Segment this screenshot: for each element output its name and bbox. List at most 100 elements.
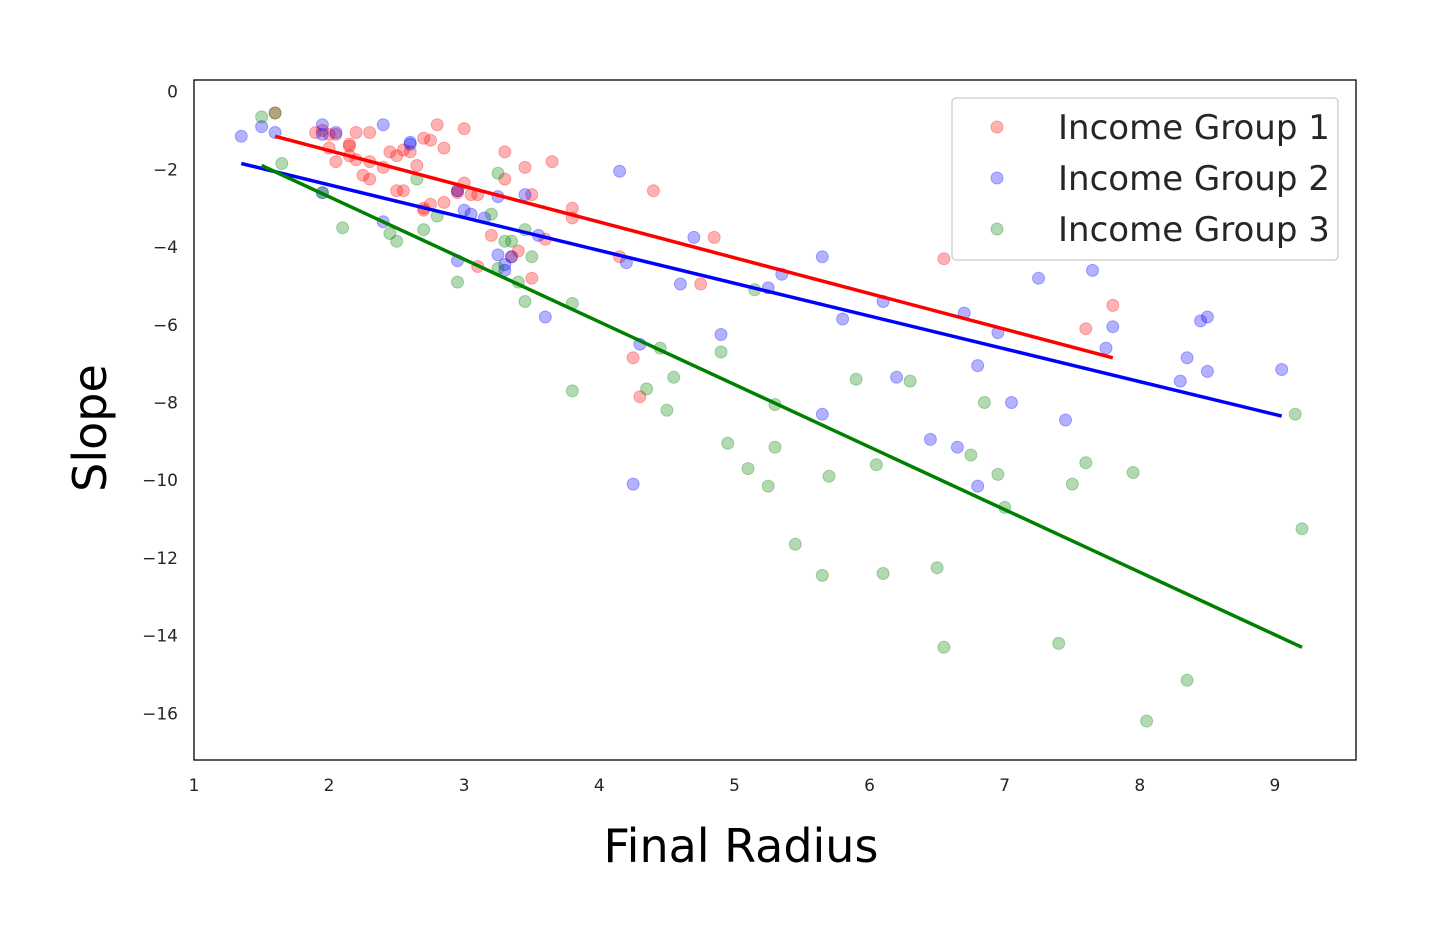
data-point: [396, 184, 410, 198]
legend-items: Income Group 1 Income Group 2 Income Group…: [990, 108, 1330, 250]
data-point: [329, 126, 343, 139]
data-point: [815, 407, 829, 421]
x-tick-label: 2: [324, 776, 335, 796]
data-point: [822, 469, 836, 483]
data-point: [315, 118, 329, 132]
x-tick-label: 8: [1134, 776, 1145, 796]
data-point: [640, 382, 654, 396]
data-point: [315, 124, 329, 137]
data-point: [451, 275, 464, 289]
data-point: [268, 106, 282, 120]
data-point: [626, 351, 640, 365]
y-tick-label: −4: [153, 238, 178, 258]
data-point: [1086, 263, 1099, 277]
data-point: [1106, 298, 1120, 312]
data-point: [1065, 477, 1079, 491]
data-point: [390, 234, 404, 248]
data-point: [525, 271, 539, 285]
x-tick-label: 4: [594, 776, 605, 796]
data-point: [1106, 320, 1120, 334]
data-point: [937, 640, 951, 654]
data-point: [714, 345, 728, 359]
data-point: [356, 168, 370, 182]
data-point: [518, 188, 532, 202]
y-tick-label: −8: [153, 394, 178, 414]
data-point: [788, 537, 802, 551]
data-point: [525, 188, 539, 202]
series-2-points: [234, 118, 1289, 493]
data-point: [1295, 522, 1309, 536]
data-point: [511, 244, 525, 258]
data-point: [626, 477, 640, 491]
data-point: [505, 250, 518, 264]
data-point: [315, 127, 329, 141]
series-1-fit-line: [274, 134, 1114, 360]
data-point: [403, 145, 417, 159]
data-point: [1099, 341, 1113, 355]
data-point: [417, 223, 431, 237]
data-point: [383, 145, 397, 159]
data-point: [410, 159, 424, 172]
y-tick-label: −16: [142, 704, 178, 724]
data-point: [977, 396, 991, 409]
data-point: [890, 370, 904, 384]
data-point: [849, 372, 863, 386]
data-point: [336, 221, 350, 235]
data-point: [268, 106, 282, 120]
data-point: [971, 479, 985, 493]
series-3-fit-line: [260, 163, 1303, 649]
data-point: [545, 155, 559, 169]
data-point: [451, 186, 464, 200]
data-point: [836, 312, 850, 326]
x-tick-label: 1: [189, 776, 200, 796]
x-tick-label: 6: [864, 776, 875, 796]
y-tick-labels: 0 −2 −4 −6 −8 −10 −12 −14 −16: [142, 83, 178, 725]
series-2-fit-line: [240, 161, 1283, 418]
data-point: [403, 135, 417, 149]
data-point: [396, 143, 410, 157]
data-point: [815, 250, 829, 264]
data-point: [376, 118, 390, 132]
x-tick-label: 9: [1269, 776, 1280, 796]
data-point: [991, 467, 1005, 481]
legend-label: Income Group 3: [1058, 210, 1330, 250]
data-point: [1059, 413, 1072, 427]
data-point: [694, 277, 708, 291]
data-point: [437, 141, 451, 155]
data-point: [417, 131, 431, 145]
data-point: [383, 227, 397, 240]
y-tick-label: −12: [142, 549, 178, 569]
legend: Income Group 1 Income Group 2 Income Group…: [951, 97, 1339, 261]
legend-label: Income Group 2: [1058, 159, 1330, 199]
data-point: [565, 384, 579, 398]
data-point: [937, 252, 951, 266]
data-point: [741, 462, 755, 476]
data-point: [761, 479, 775, 493]
data-point: [505, 250, 518, 264]
data-point: [923, 432, 937, 446]
data-point: [363, 172, 377, 186]
y-tick-label: −10: [142, 471, 178, 491]
data-point: [255, 110, 269, 124]
data-point: [505, 234, 518, 248]
data-point: [768, 440, 782, 454]
x-axis-title: Final Radius: [604, 819, 879, 873]
legend-marker: [990, 222, 1004, 236]
data-point: [869, 458, 883, 472]
data-point: [1180, 673, 1194, 687]
y-tick-label: 0: [167, 83, 178, 103]
legend-marker: [990, 171, 1004, 185]
data-point: [1275, 363, 1289, 376]
data-point: [714, 328, 728, 341]
data-point: [491, 166, 505, 180]
data-point: [329, 127, 343, 141]
data-point: [1005, 396, 1018, 409]
x-tick-label: 7: [999, 776, 1010, 796]
data-point: [498, 234, 512, 248]
data-point: [1126, 466, 1140, 479]
x-tick-label: 3: [459, 776, 470, 796]
data-point: [234, 129, 248, 143]
data-point: [667, 370, 681, 384]
data-point: [1052, 636, 1066, 650]
